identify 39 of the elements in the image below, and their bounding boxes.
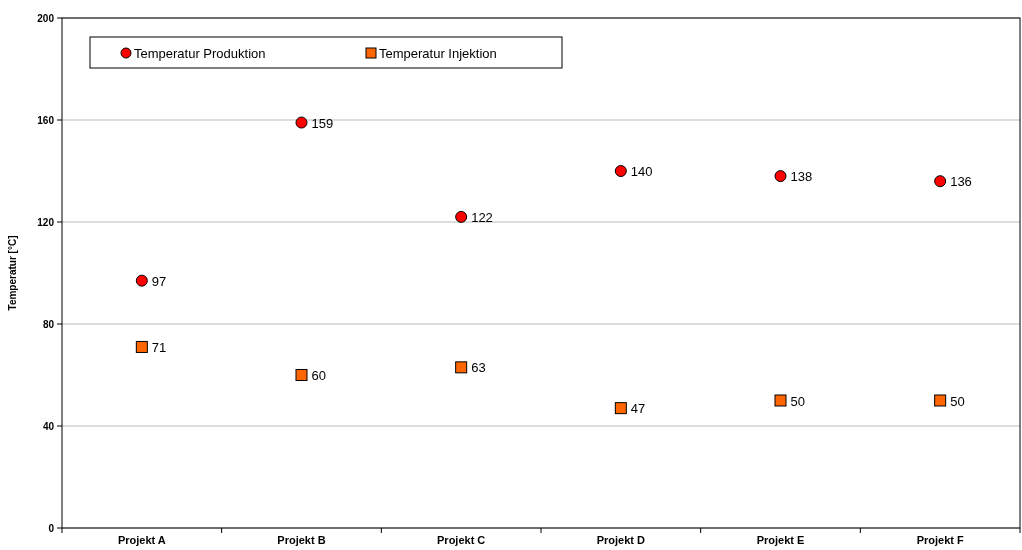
- x-tick-label: Projekt C: [437, 534, 486, 546]
- data-label: 122: [471, 209, 493, 225]
- y-tick-label: 200: [37, 12, 55, 24]
- data-label: 159: [311, 115, 334, 131]
- point: [135, 340, 148, 353]
- y-tick-label: 40: [42, 420, 55, 432]
- data-label: 60: [311, 368, 326, 383]
- point: [614, 402, 627, 415]
- point: [455, 361, 468, 374]
- data-label: 50: [790, 393, 805, 409]
- data-label: 138: [790, 169, 813, 185]
- point: [774, 170, 787, 183]
- y-tick-label: 0: [48, 522, 55, 534]
- data-label: 71: [151, 339, 167, 355]
- point: [135, 274, 148, 287]
- data-label: 97: [151, 273, 167, 289]
- data-label: 63: [471, 360, 486, 376]
- data-label: 50: [950, 393, 965, 409]
- point: [774, 394, 787, 407]
- y-tick-label: 120: [37, 216, 55, 228]
- data-label: 136: [950, 174, 972, 190]
- point: [455, 210, 468, 223]
- y-axis-title: Temperatur [°C]: [7, 235, 18, 311]
- x-tick-label: Projekt F: [916, 534, 964, 546]
- point: [934, 175, 947, 188]
- data-label: 47: [630, 401, 646, 417]
- x-tick-label: Projekt D: [596, 534, 646, 546]
- data-label: 140: [630, 164, 653, 179]
- point: [614, 165, 627, 177]
- point: [295, 369, 308, 381]
- point: [934, 394, 947, 407]
- x-tick-label: Projekt A: [117, 534, 166, 546]
- y-tick-label: 80: [42, 318, 55, 330]
- y-tick-label: 160: [37, 114, 55, 126]
- x-tick-label: Projekt E: [756, 534, 805, 546]
- legend-label: Temperatur Produktion: [134, 45, 266, 61]
- x-tick-label: Projekt B: [277, 534, 326, 546]
- legend-label: Temperatur Injektion: [379, 45, 497, 61]
- point: [295, 116, 308, 129]
